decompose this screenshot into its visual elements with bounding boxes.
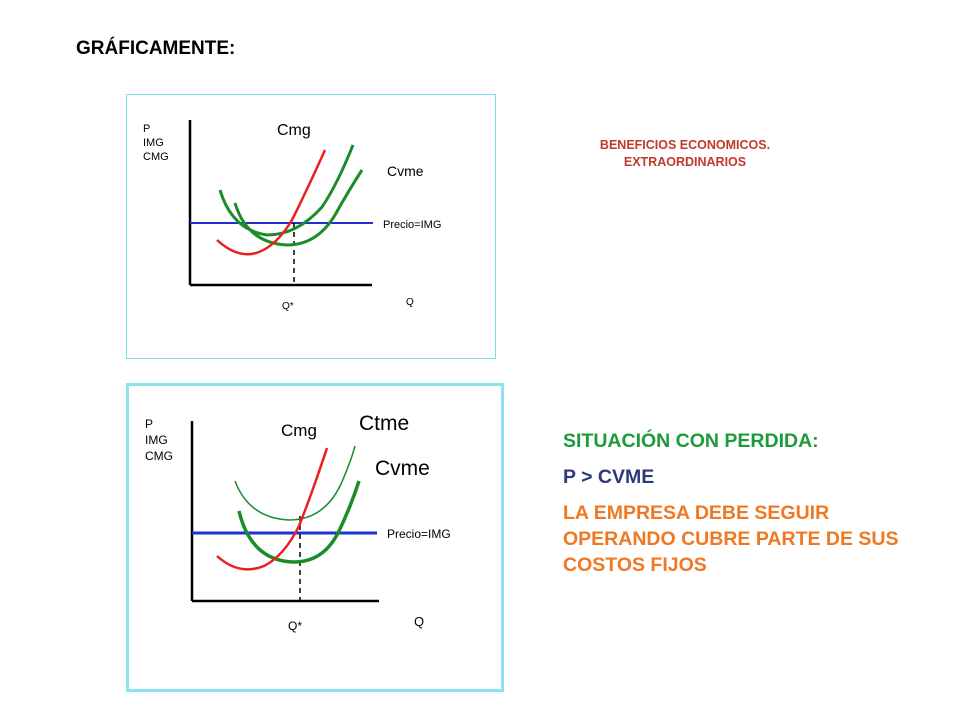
ctme-curve xyxy=(234,445,356,521)
chart-top: P IMG CMG Cmg Cvme Precio=IMG Q* Q xyxy=(126,94,496,359)
note-conclusion: LA EMPRESA DEBE SEGUIR OPERANDO CUBRE PA… xyxy=(563,502,899,576)
cost-curve-inner xyxy=(218,144,355,237)
note-heading: SITUACIÓN CON PERDIDA: xyxy=(563,430,819,452)
note-beneficios: BENEFICIOS ECONOMICOS. EXTRAORDINARIOS xyxy=(560,137,810,171)
qstar-label: Q* xyxy=(282,301,294,312)
y-label-p: P xyxy=(143,123,150,135)
cmg-label: Cmg xyxy=(277,122,311,139)
ctme-label: Ctme xyxy=(359,412,409,435)
y-label-p: P xyxy=(145,417,153,431)
qstar-label: Q* xyxy=(288,619,302,633)
q-label: Q xyxy=(406,297,414,308)
chart-bottom-svg: P IMG CMG Cmg Ctme Cvme Precio=IMG Q* Q xyxy=(145,412,451,633)
note-perdida: SITUACIÓN CON PERDIDA: P > CVME LA EMPRE… xyxy=(563,428,923,588)
y-label-img: IMG xyxy=(145,433,168,447)
note-top-line-1: BENEFICIOS ECONOMICOS. xyxy=(599,138,771,152)
cmg-curve xyxy=(216,447,329,571)
cvme-curve xyxy=(237,480,361,564)
chart-bottom: P IMG CMG Cmg Ctme Cvme Precio=IMG Q* Q xyxy=(126,383,504,692)
note-condition: P > CVME xyxy=(563,466,655,488)
cmg-curve xyxy=(216,149,327,256)
y-label-cmg: CMG xyxy=(145,449,173,463)
cmg-label: Cmg xyxy=(281,421,317,440)
y-label-img: IMG xyxy=(143,137,164,149)
cvme-label: Cvme xyxy=(387,163,424,179)
precio-label: Precio=IMG xyxy=(387,527,451,541)
page-title: GRÁFICAMENTE: xyxy=(76,38,236,59)
precio-label: Precio=IMG xyxy=(383,219,441,231)
q-label: Q xyxy=(414,614,424,629)
note-top-line-2: EXTRAORDINARIOS xyxy=(623,155,747,169)
chart-top-svg: P IMG CMG Cmg Cvme Precio=IMG Q* Q xyxy=(143,120,441,312)
y-label-cmg: CMG xyxy=(143,151,169,163)
cost-curve-outer xyxy=(233,169,364,247)
cvme-label: Cvme xyxy=(375,457,430,480)
